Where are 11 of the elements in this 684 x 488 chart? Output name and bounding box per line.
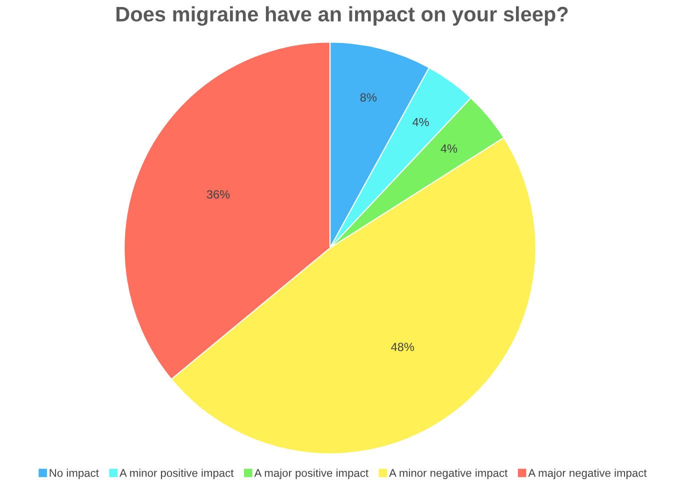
legend-label: A minor negative impact — [389, 468, 508, 480]
data-label: 8% — [360, 93, 377, 102]
data-label: 48% — [391, 342, 414, 352]
chart-title: Does migraine have an impact on your sleep? — [116, 6, 568, 26]
data-label: 4% — [412, 118, 429, 126]
data-label: 4% — [440, 144, 458, 153]
data-label: 36% — [206, 190, 230, 199]
legend-label: A major positive impact — [254, 468, 368, 480]
legend-label: No impact — [50, 468, 99, 480]
legend-label: A major negative impact — [528, 468, 647, 480]
legend-label: A minor positive impact — [120, 468, 234, 480]
